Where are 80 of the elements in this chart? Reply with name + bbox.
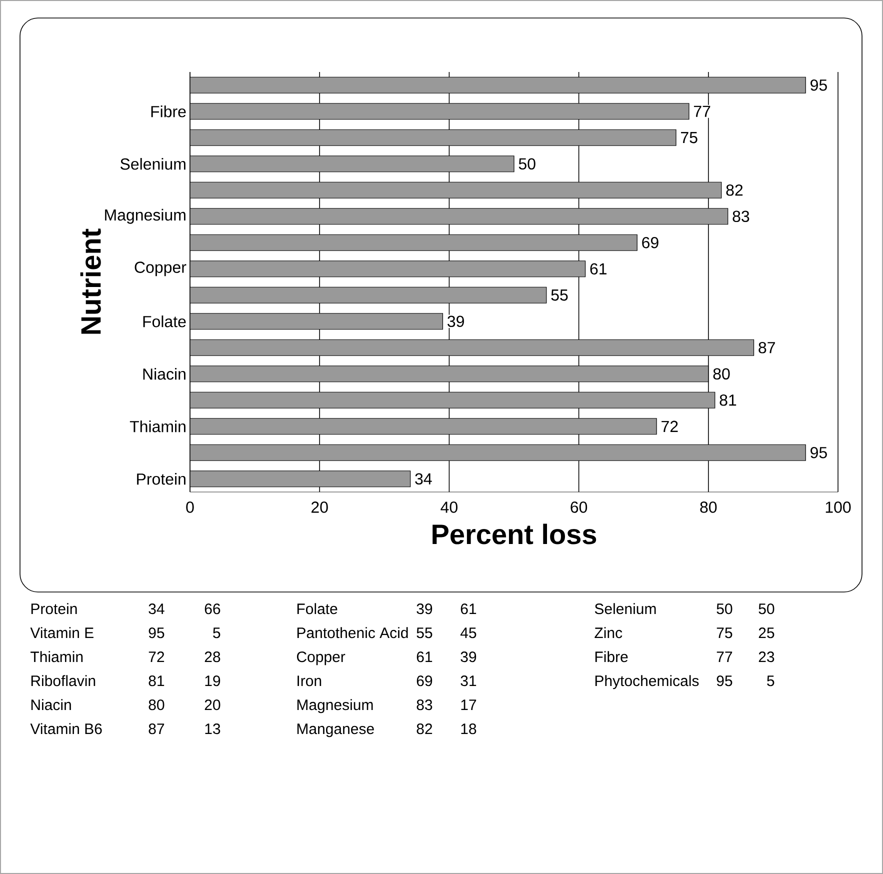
y-axis-title: Nutrient [80,228,101,334]
text: 45 [460,628,476,638]
x-tick-label: 40 [440,502,458,513]
text: Riboflavin [31,675,96,686]
text: 5 [213,628,220,638]
y-tick-label: Magnesium [105,208,186,224]
text: 17 [461,700,476,710]
x-tick-label: 20 [312,502,328,513]
text: Manganese [297,724,374,738]
y-tick-label: Copper [134,262,186,276]
text: 50 [758,604,774,614]
x-tick-label: 100 [826,502,851,513]
text: 23 [758,652,774,662]
data-label: 55 [551,290,568,301]
data-label: 61 [590,263,606,275]
text: 39 [416,604,432,614]
text: Zinc [594,627,622,638]
text: Vitamin B6 [30,723,102,734]
text: 69 [416,676,432,686]
text: 72 [148,652,164,662]
text: Iron [298,676,322,686]
text: 61 [460,604,476,614]
text: 13 [205,724,220,734]
text: Copper [296,652,346,666]
y-tick-label: Fibre [151,106,186,118]
text: 66 [204,604,220,614]
text: 75 [716,628,732,638]
text: 80 [148,700,164,710]
text: 95 [148,628,164,638]
x-tick-label: 60 [570,502,588,513]
text: 31 [460,676,476,686]
text: Phytochemicals [595,675,699,690]
text: 25 [758,628,774,638]
text: 87 [148,724,164,734]
text: 5 [767,676,774,686]
text: Folate [297,603,338,614]
data-label: 87 [758,342,775,354]
y-tick-label: Selenium [120,158,186,170]
x-tick-label: 80 [700,502,717,513]
text: Fibre [595,651,628,662]
text: 55 [416,628,432,638]
x-axis-title: Percent loss [432,524,596,544]
text: 77 [716,652,732,662]
data-label: 77 [694,106,710,117]
data-label: 83 [732,210,750,222]
data-label: 81 [720,394,736,406]
text: 20 [204,700,220,710]
text: 83 [416,700,432,710]
data-label: 75 [681,132,698,144]
text: 95 [716,676,732,686]
y-tick-label: Niacin [143,368,186,380]
y-tick-label: Thiamin [130,420,186,432]
text: Vitamin E [30,627,94,638]
data-label: 82 [726,184,743,196]
data-label: 72 [662,420,678,432]
text: 81 [148,676,164,686]
text: 18 [461,724,476,734]
text: 19 [205,676,220,686]
text: Pantothenic Acid [297,627,408,638]
y-tick-label: Protein [137,473,186,485]
text: 61 [416,652,432,662]
y-tick-label: Folate [143,316,186,328]
text: Magnesium [297,699,373,714]
text: Protein [31,603,77,614]
data-label: 34 [415,473,432,485]
data-label: 95 [810,79,827,91]
data-label: 80 [713,368,730,380]
data-label: 95 [810,446,827,458]
text: Thiamin [30,651,83,662]
text: 82 [416,724,432,734]
text: 34 [148,604,164,614]
text: Selenium [594,603,656,614]
data-label: 69 [642,236,658,248]
data-label: 39 [448,316,464,328]
text: 28 [204,652,220,662]
text: 39 [460,652,476,662]
data-label: 50 [518,158,536,170]
text: 50 [716,604,732,614]
x-tick-label: 0 [186,502,194,513]
text: Niacin [31,699,71,710]
